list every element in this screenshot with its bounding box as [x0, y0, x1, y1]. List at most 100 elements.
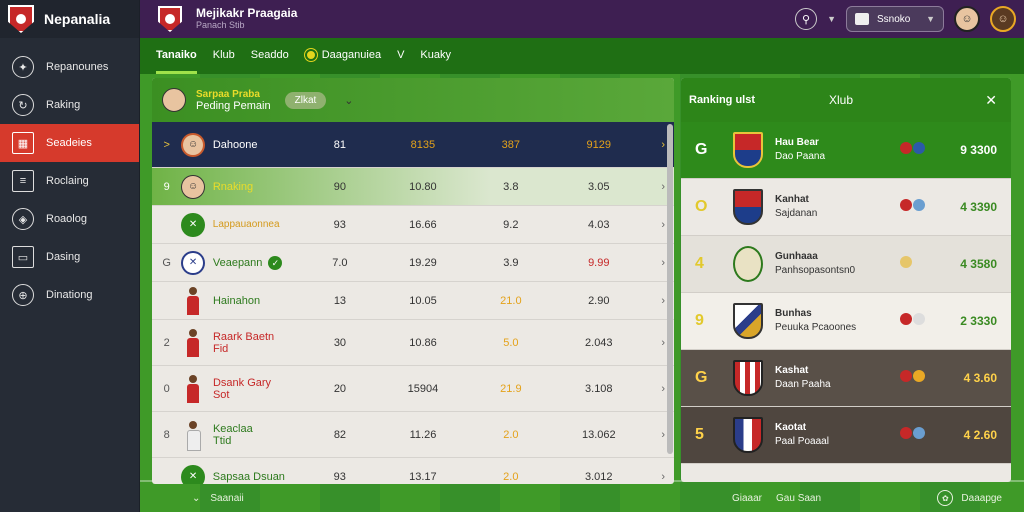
- row-name-text: Veaepann: [212, 256, 263, 269]
- club-info: Kanhat Sajdanan: [775, 193, 900, 221]
- sidebar-item-dinationg[interactable]: ⊕ Dinationg: [0, 276, 139, 314]
- bottom-mid-label[interactable]: Giaaar: [732, 492, 763, 504]
- row-name: Lappauaonnea: [212, 218, 280, 230]
- club-sub: Panhsopasontsn0: [775, 265, 856, 276]
- table-row[interactable]: Hainahon 13 10.05 21.0 2.90 ›: [152, 282, 674, 320]
- club-crest-icon: [733, 303, 763, 339]
- sidebar-item-dasing[interactable]: ▭ Dasing: [0, 238, 139, 276]
- bottom-right-label: Daaapge: [961, 492, 1002, 504]
- row-value: 21.9: [500, 382, 522, 395]
- brand[interactable]: Nepanalia: [0, 0, 139, 38]
- row-value: 13.17: [409, 470, 437, 483]
- sidebar-item-repanounes[interactable]: ✦ Repanounes: [0, 48, 139, 86]
- tab-tanaiko[interactable]: Tanaiko: [156, 38, 197, 74]
- club-ranking-panel: Ranking ulst Xlub ✕ G Hau Bear Dao Paana …: [681, 78, 1011, 482]
- club-badge-icon: ✕: [181, 212, 205, 237]
- tab-klub[interactable]: Klub: [213, 38, 235, 74]
- list-item[interactable]: G Kashat Daan Paaha 4 3.60: [681, 350, 1011, 407]
- chevron-right-icon[interactable]: ›: [661, 180, 666, 193]
- sidebar-item-label: Roaolog: [46, 213, 87, 225]
- table-row[interactable]: 9 ☺ Rnaking 90 10.80 3.8 3.05 ›: [152, 168, 674, 206]
- club-sub: Peuuka Pcaoones: [775, 322, 857, 333]
- row-value: 5.0: [503, 336, 519, 349]
- table-row[interactable]: G ✕ Veaepann ✓ 7.0 19.29 3.9 9.99 ›: [152, 244, 674, 282]
- row-value: 7.0: [332, 256, 348, 269]
- sidebar-item-roclaing[interactable]: ≡ Roclaing: [0, 162, 139, 200]
- club-crest-icon: [733, 189, 763, 225]
- form-icons: [900, 427, 926, 443]
- row-name: Dahoone: [212, 138, 258, 151]
- table-row[interactable]: 0 Dsank Gary Sot 20 15904 21.9 3.108 ›: [152, 366, 674, 412]
- avatar[interactable]: ☺: [954, 6, 980, 32]
- row-value: 93: [333, 470, 346, 483]
- club-name: Kanhat: [775, 194, 809, 205]
- search-button[interactable]: Ssnoko ▼: [846, 6, 944, 32]
- check-icon: ✓: [268, 255, 283, 270]
- row-rank: 9: [163, 180, 170, 193]
- notifications-icon[interactable]: ⚲: [795, 8, 818, 30]
- row-value: 21.0: [500, 294, 522, 307]
- chevron-right-icon[interactable]: ›: [661, 218, 666, 231]
- row-value: 13: [333, 294, 347, 307]
- row-name: Dsank Gary Sot: [213, 377, 311, 401]
- sidebar: Nepanalia ✦ Repanounes ↻ Raking ▦ Seadei…: [0, 0, 140, 512]
- table-row[interactable]: 8 Keaclaa Ttid 82 11.26 2.0 13.062 ›: [152, 412, 674, 458]
- chevron-right-icon[interactable]: ›: [661, 256, 666, 269]
- player-ranking-panel: Sarpaa Praba Peding Pemain Zlkat ⌄ > ☺ D…: [152, 78, 674, 484]
- chevron-right-icon[interactable]: ›: [661, 294, 666, 307]
- tab-label: Kuaky: [420, 48, 451, 61]
- chevron-right-icon[interactable]: ›: [661, 336, 666, 349]
- tab-v[interactable]: V: [397, 38, 404, 74]
- list-item[interactable]: O Kanhat Sajdanan 4 3390: [681, 179, 1011, 236]
- tab-seaddo[interactable]: Seaddo: [251, 38, 289, 74]
- close-icon[interactable]: ✕: [985, 91, 997, 108]
- row-value: 10.80: [409, 180, 437, 193]
- table-row[interactable]: 2 Raark Baetn Fid 30 10.86 5.0 2.043 ›: [152, 320, 674, 366]
- chevron-down-icon: ▼: [926, 14, 935, 24]
- sidebar-item-raking[interactable]: ↻ Raking: [0, 86, 139, 124]
- bottom-mid-label-2[interactable]: Gau Saan: [776, 492, 822, 504]
- table-row[interactable]: ✕ Lappauaonnea 93 16.66 9.2 4.03 ›: [152, 206, 674, 244]
- tab-kuaky[interactable]: Kuaky: [420, 38, 451, 74]
- scrollbar[interactable]: [667, 124, 673, 454]
- chevron-right-icon[interactable]: ›: [661, 382, 666, 395]
- row-value: 15904: [407, 382, 439, 395]
- bottom-middle: Giaaar Gau Saan: [732, 493, 821, 504]
- form-icons: [900, 256, 926, 272]
- table-row[interactable]: > ☺ Dahoone 81 8135 387 9129 ›: [152, 122, 674, 168]
- chevron-right-icon[interactable]: ›: [661, 138, 666, 151]
- bottom-left[interactable]: ⌄ Saanaii: [192, 493, 244, 504]
- club-points: 2 3330: [960, 314, 997, 328]
- row-value: 4.03: [588, 218, 610, 231]
- list-item[interactable]: 9 Bunhas Peuuka Pcaoones 2 3330: [681, 293, 1011, 350]
- row-name-text: Keaclaa: [212, 422, 253, 435]
- list-item[interactable]: 4 Gunhaaa Panhsopasontsn0 4 3580: [681, 236, 1011, 293]
- row-subtext: Fid: [212, 342, 229, 355]
- bottom-right[interactable]: ✿ Daaapge: [937, 490, 1002, 506]
- chevron-down-icon[interactable]: ⌄: [344, 94, 354, 107]
- shield-icon: ◈: [12, 208, 34, 230]
- profile-avatar[interactable]: ☺: [990, 6, 1016, 32]
- club-sub: Sajdanan: [775, 208, 818, 219]
- row-name: Hainahon: [212, 294, 261, 307]
- sidebar-item-seadeies[interactable]: ▦ Seadeies: [0, 124, 139, 162]
- list-item[interactable]: 5 Kaotat Paal Poaaal 4 2.60: [681, 407, 1011, 464]
- player-icon: [186, 420, 201, 451]
- player-icon: [186, 374, 200, 403]
- row-name: Veaepann ✓: [212, 255, 311, 270]
- form-icons: [900, 370, 926, 386]
- row-subtext: Sot: [212, 388, 230, 401]
- player-icon: [186, 286, 200, 315]
- sidebar-item-label: Roclaing: [46, 175, 89, 187]
- table-row[interactable]: ✕ Sapsaa Dsuan 93 13.17 2.0 3.012 ›: [152, 458, 674, 484]
- top-bar-actions: ⚲ ▼ Ssnoko ▼ ☺ ☺: [795, 6, 1016, 32]
- filter-chip[interactable]: Zlkat: [284, 91, 327, 109]
- chevron-down-icon[interactable]: ▼: [827, 14, 836, 24]
- club-info: Hau Bear Dao Paana: [775, 136, 900, 164]
- club-crest-icon: [733, 132, 763, 168]
- chevron-right-icon[interactable]: ›: [661, 470, 666, 483]
- chevron-right-icon[interactable]: ›: [661, 428, 666, 441]
- list-item[interactable]: G Hau Bear Dao Paana 9 3300: [681, 122, 1011, 179]
- tab-daaganuiea[interactable]: Daaganuiea: [304, 38, 381, 74]
- sidebar-item-roaolog[interactable]: ◈ Roaolog: [0, 200, 139, 238]
